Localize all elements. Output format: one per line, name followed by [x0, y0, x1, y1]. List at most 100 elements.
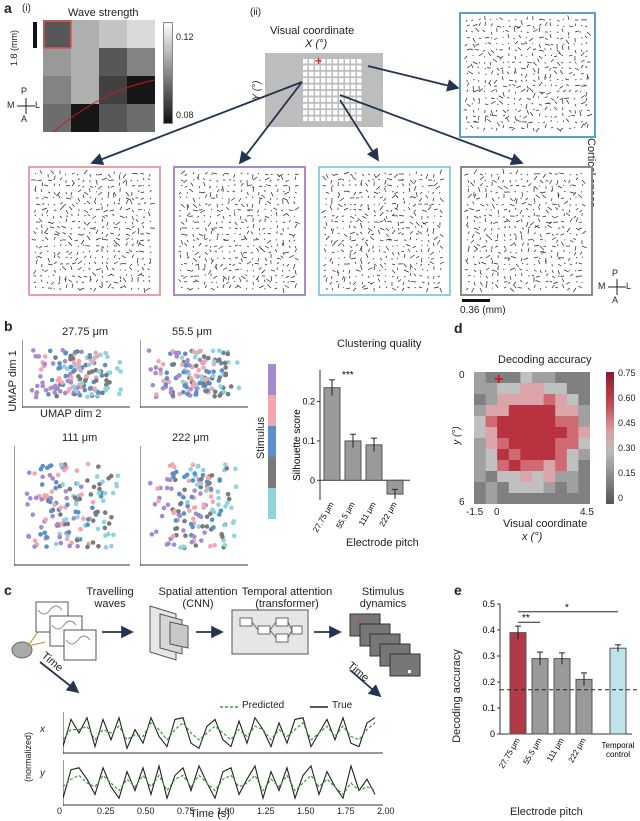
vector-arrow — [240, 189, 243, 193]
vector-arrow — [343, 233, 348, 237]
vector-arrow — [508, 126, 514, 129]
vector-arrow — [520, 280, 523, 283]
vector-arrow — [578, 269, 583, 272]
vector-arrow — [137, 272, 143, 277]
vector-arrow — [44, 227, 49, 233]
vector-arrow — [270, 215, 273, 217]
grid-square — [303, 78, 308, 83]
vector-arrow — [53, 191, 56, 195]
vector-arrow — [466, 287, 469, 291]
vector-arrow — [59, 206, 64, 211]
vector-arrow — [292, 233, 296, 238]
vector-arrow — [64, 278, 67, 283]
vector-arrow — [106, 245, 109, 248]
vector-arrow — [526, 31, 529, 34]
vector-arrow — [509, 263, 511, 266]
vector-arrow — [252, 186, 255, 193]
vector-arrow — [385, 215, 388, 219]
grid-square — [309, 71, 314, 77]
time-tick: 0 — [57, 806, 63, 816]
grid-square — [333, 71, 338, 77]
decoding-bar-ylabel: Decoding accuracy — [450, 649, 463, 743]
ytick-label: 0.1 — [302, 436, 315, 446]
vector-arrow — [360, 203, 363, 207]
umap-point — [100, 498, 106, 504]
vector-arrow — [34, 214, 37, 217]
vector-arrow — [252, 269, 254, 272]
vector-arrow — [502, 31, 505, 33]
vector-arrow — [563, 269, 569, 273]
vector-arrow — [325, 173, 329, 179]
vector-arrow — [280, 255, 284, 259]
vector-arrow — [83, 169, 88, 175]
vector-arrow — [219, 226, 224, 229]
vector-arrow — [409, 265, 412, 271]
vector-arrow — [331, 173, 334, 176]
vector-arrow — [496, 127, 498, 131]
vector-arrow — [575, 173, 578, 176]
vector-arrow — [59, 243, 62, 247]
vector-arrow — [122, 179, 127, 184]
umap-point — [193, 543, 199, 548]
vector-arrow — [478, 186, 481, 193]
vector-arrow — [509, 275, 512, 280]
vector-arrow — [331, 228, 334, 235]
vector-arrow — [59, 202, 63, 205]
time-tick: 1.00 — [217, 806, 235, 816]
umap-point — [186, 478, 192, 484]
vector-arrow — [180, 286, 184, 289]
vector-arrow — [101, 218, 104, 223]
vector-arrow — [57, 194, 61, 199]
umap-point — [170, 533, 176, 539]
vector-arrow — [282, 287, 285, 294]
vector-arrow — [484, 67, 486, 70]
umap-point — [231, 519, 237, 524]
vector-arrow — [415, 255, 420, 259]
vector-arrow — [106, 221, 109, 227]
vector-arrow — [228, 257, 232, 260]
time-tick: 1.75 — [337, 806, 355, 816]
vector-arrow — [514, 55, 516, 60]
vector-arrow — [539, 179, 544, 184]
vector-arrow — [204, 251, 208, 256]
vector-arrow — [95, 237, 101, 241]
umap-point — [164, 542, 170, 547]
vector-arrow — [68, 279, 73, 283]
vector-arrow — [129, 267, 133, 271]
vector-arrow — [559, 85, 564, 89]
vector-arrow — [264, 257, 268, 262]
grid-square — [303, 91, 308, 96]
vector-arrow — [560, 37, 564, 40]
vector-arrow — [139, 273, 145, 277]
decoding-cell — [474, 383, 487, 395]
vector-arrow — [337, 269, 339, 274]
grid-square — [345, 116, 350, 122]
umap-point — [148, 480, 153, 486]
decoding-colorbar-ticks: 0.75 0.60 0.45 0.30 0.15 0 — [618, 368, 640, 508]
umap-point — [183, 533, 188, 538]
vector-field-svg — [178, 170, 300, 294]
vector-arrow — [513, 242, 517, 247]
vector-arrow — [51, 221, 55, 225]
vector-arrow — [378, 245, 381, 247]
umap-point — [83, 374, 89, 379]
vector-arrow — [502, 85, 507, 88]
vector-arrow — [113, 239, 118, 245]
vector-arrow — [258, 199, 261, 205]
vector-arrow — [520, 79, 523, 82]
xtick-label: 55.5 μm — [521, 736, 543, 766]
vector-arrow — [65, 256, 68, 259]
vector-arrow — [544, 106, 548, 111]
umap-point — [76, 361, 82, 367]
decoding-cell — [497, 493, 510, 504]
umap-point — [44, 544, 49, 549]
umap-point — [57, 365, 63, 370]
colorbar-tick: 0.75 — [618, 368, 636, 378]
vector-arrow — [234, 244, 238, 247]
vector-arrow — [192, 203, 198, 208]
vector-arrow — [131, 225, 135, 229]
vector-arrow — [263, 232, 266, 235]
vector-arrow — [74, 239, 79, 242]
vector-arrow — [352, 281, 357, 286]
vector-arrow — [538, 26, 541, 33]
